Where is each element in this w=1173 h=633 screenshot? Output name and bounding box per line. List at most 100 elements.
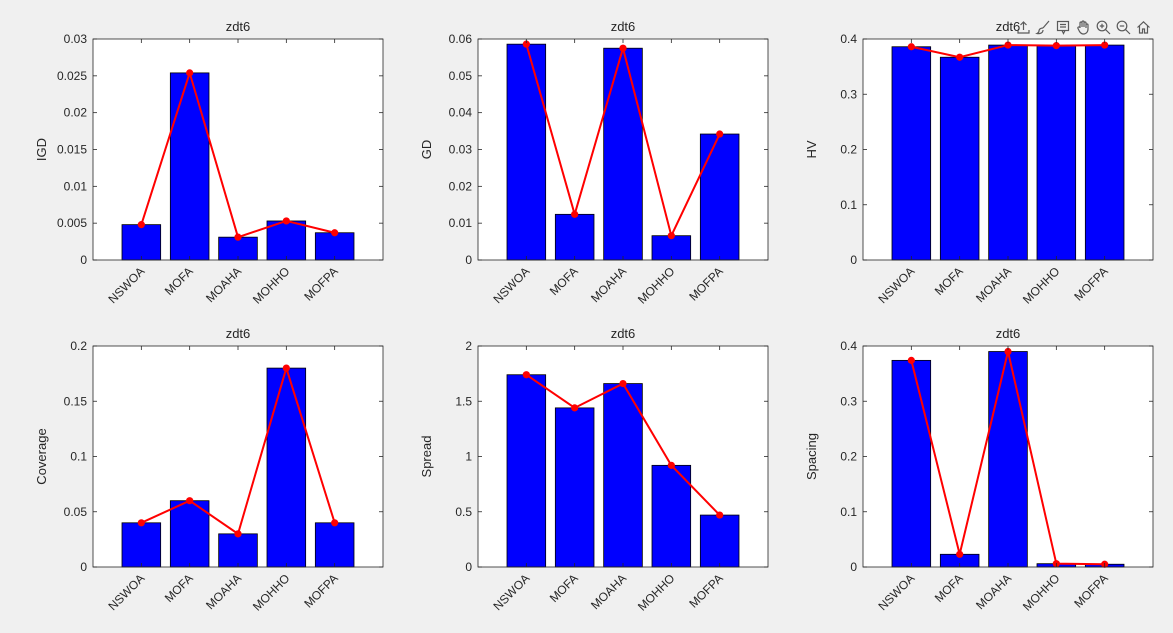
xtick-label-mofa: MOFA bbox=[162, 264, 196, 298]
chart-title: zdt6 bbox=[226, 19, 251, 34]
ytick-label: 0.025 bbox=[57, 69, 87, 83]
series-point-nswoa bbox=[907, 356, 915, 364]
ylabel: Spacing bbox=[804, 433, 819, 480]
bar-mofpa bbox=[699, 133, 740, 261]
chart-4: 0 0.05 0.1 0.15 0.2 NSWOA MOFA MOAHA MOHHO MOFPA z… bbox=[34, 326, 384, 614]
bar-mofpa bbox=[1084, 44, 1125, 261]
ytick-label: 1.5 bbox=[455, 394, 472, 408]
pan-icon[interactable] bbox=[1074, 18, 1093, 37]
bar-mofpa bbox=[699, 514, 740, 568]
zoom-in-icon[interactable] bbox=[1094, 18, 1113, 37]
xtick-label-mofpa: MOFPA bbox=[686, 571, 725, 610]
xtick-label-mofpa: MOFPA bbox=[1071, 264, 1110, 303]
ylabel: HV bbox=[804, 140, 819, 158]
series-point-mofa bbox=[571, 404, 579, 412]
ytick-label: 0.005 bbox=[57, 216, 87, 230]
ytick-label: 0.4 bbox=[840, 339, 857, 353]
xtick-label-mofa: MOFA bbox=[547, 264, 581, 298]
series-point-nswoa bbox=[522, 40, 530, 48]
xtick-label-nswoa: NSWOA bbox=[490, 264, 532, 306]
series-point-mofpa bbox=[716, 511, 724, 519]
series-point-moaha bbox=[619, 44, 627, 52]
ytick-label: 0.04 bbox=[449, 106, 473, 120]
bar-nswoa bbox=[506, 374, 547, 568]
bar-moaha bbox=[603, 383, 643, 568]
ytick-label: 0 bbox=[850, 253, 857, 267]
datatip-icon[interactable] bbox=[1054, 18, 1073, 37]
ytick-label: 0.2 bbox=[70, 339, 87, 353]
ytick-label: 0.02 bbox=[449, 179, 473, 193]
xtick-label-mofpa: MOFPA bbox=[686, 264, 725, 303]
series-point-moaha bbox=[234, 233, 242, 241]
xtick-label-moaha: MOAHA bbox=[203, 264, 244, 305]
xtick-label-moaha: MOAHA bbox=[973, 264, 1014, 305]
zoom-out-icon[interactable] bbox=[1114, 18, 1133, 37]
ylabel: IGD bbox=[34, 138, 49, 161]
series-point-mofa bbox=[956, 550, 964, 558]
ytick-label: 0.4 bbox=[840, 32, 857, 46]
series-point-mohho bbox=[282, 217, 290, 225]
ytick-label: 0.06 bbox=[449, 32, 473, 46]
ytick-label: 0.1 bbox=[70, 450, 87, 464]
xtick-label-mohho: MOHHO bbox=[1020, 571, 1062, 613]
series-point-mohho bbox=[282, 364, 290, 372]
series-point-mofpa bbox=[716, 130, 724, 138]
home-icon[interactable] bbox=[1134, 18, 1153, 37]
ytick-label: 0.5 bbox=[455, 505, 472, 519]
series-point-nswoa bbox=[907, 43, 915, 51]
bar-moaha bbox=[218, 533, 258, 568]
ytick-label: 0 bbox=[80, 560, 87, 574]
bar-nswoa bbox=[121, 522, 162, 568]
bar-mohho bbox=[1036, 45, 1077, 261]
xtick-label-mohho: MOHHO bbox=[1020, 264, 1062, 306]
ytick-label: 0.03 bbox=[449, 143, 473, 157]
xtick-label-moaha: MOAHA bbox=[588, 571, 629, 612]
ytick-label: 0.1 bbox=[840, 505, 857, 519]
chart-1: 0 0.005 0.01 0.015 0.02 0.025 0.03 NSWOA MOFA MOA… bbox=[34, 19, 384, 307]
chart-title: zdt6 bbox=[996, 326, 1021, 341]
ytick-label: 0.015 bbox=[57, 143, 87, 157]
chart-5: 0 0.5 1 1.5 2 NSWOA MOFA MOAHA MOHHO MOFPA zdt6 Spr… bbox=[419, 326, 769, 614]
xtick-label-mofpa: MOFPA bbox=[1071, 571, 1110, 610]
bar-mohho bbox=[266, 220, 307, 261]
ytick-label: 0.01 bbox=[449, 216, 473, 230]
series-point-mohho bbox=[667, 232, 675, 240]
bar-mofpa bbox=[314, 522, 355, 568]
series-point-mofpa bbox=[331, 229, 339, 237]
ytick-label: 0.2 bbox=[840, 450, 857, 464]
ytick-label: 0.03 bbox=[64, 32, 88, 46]
xtick-label-nswoa: NSWOA bbox=[105, 264, 147, 306]
series-point-mofpa bbox=[1101, 41, 1109, 49]
bar-moaha bbox=[988, 351, 1028, 568]
series-point-nswoa bbox=[137, 519, 145, 527]
series-point-mofa bbox=[186, 497, 194, 505]
xtick-label-mohho: MOHHO bbox=[250, 264, 292, 306]
bar-mofpa bbox=[314, 232, 355, 261]
series-point-moaha bbox=[234, 530, 242, 538]
ytick-label: 0 bbox=[465, 560, 472, 574]
ytick-label: 0.01 bbox=[64, 179, 88, 193]
bar-nswoa bbox=[121, 224, 162, 261]
ytick-label: 0 bbox=[80, 253, 87, 267]
ytick-label: 2 bbox=[465, 339, 472, 353]
ytick-label: 0.15 bbox=[64, 394, 88, 408]
brush-icon[interactable] bbox=[1034, 18, 1053, 37]
series-point-mohho bbox=[667, 461, 675, 469]
xtick-label-moaha: MOAHA bbox=[203, 571, 244, 612]
ytick-label: 0.2 bbox=[840, 143, 857, 157]
xtick-label-nswoa: NSWOA bbox=[490, 571, 532, 613]
xtick-label-nswoa: NSWOA bbox=[875, 571, 917, 613]
series-point-mofpa bbox=[331, 519, 339, 527]
ytick-label: 0 bbox=[465, 253, 472, 267]
ylabel: Coverage bbox=[34, 428, 49, 484]
ytick-label: 0.05 bbox=[64, 505, 88, 519]
xtick-label-mofpa: MOFPA bbox=[301, 264, 340, 303]
export-icon[interactable] bbox=[1014, 18, 1033, 37]
ylabel: GD bbox=[419, 140, 434, 160]
ytick-label: 0.3 bbox=[840, 394, 857, 408]
series-point-mofa bbox=[571, 210, 579, 218]
series-point-nswoa bbox=[522, 371, 530, 379]
chart-6: 0 0.1 0.2 0.3 0.4 NSWOA MOFA MOAHA MOHHO MOFPA zdt… bbox=[804, 326, 1154, 614]
